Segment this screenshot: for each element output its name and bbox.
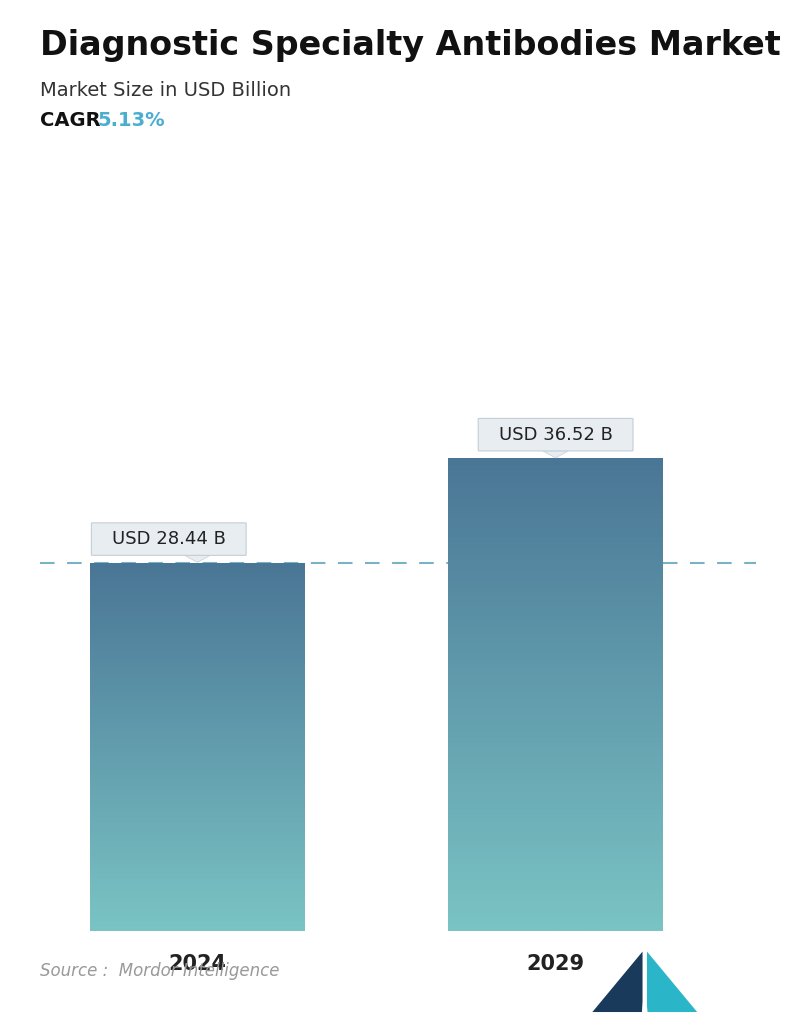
Polygon shape	[642, 983, 648, 1012]
Polygon shape	[592, 951, 642, 1012]
Text: CAGR: CAGR	[40, 111, 107, 129]
FancyBboxPatch shape	[478, 419, 633, 451]
Text: 2024: 2024	[169, 953, 226, 974]
Polygon shape	[185, 555, 210, 562]
Polygon shape	[647, 951, 697, 1012]
Text: USD 36.52 B: USD 36.52 B	[498, 426, 613, 444]
Polygon shape	[642, 980, 647, 1012]
FancyBboxPatch shape	[92, 523, 246, 555]
Text: 2029: 2029	[526, 953, 585, 974]
Text: 5.13%: 5.13%	[97, 111, 165, 129]
Text: Market Size in USD Billion: Market Size in USD Billion	[40, 81, 291, 99]
Polygon shape	[543, 451, 568, 458]
Text: USD 28.44 B: USD 28.44 B	[111, 530, 226, 548]
Text: Diagnostic Specialty Antibodies Market: Diagnostic Specialty Antibodies Market	[40, 29, 781, 62]
Text: Source :  Mordor Intelligence: Source : Mordor Intelligence	[40, 963, 279, 980]
